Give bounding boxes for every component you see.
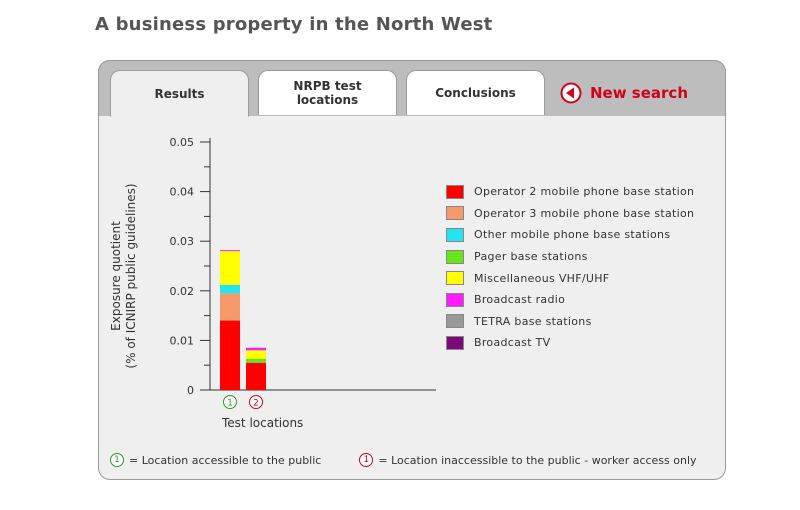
public-location-key: 1 = Location accessible to the public	[110, 453, 321, 467]
bar-segment	[220, 284, 240, 294]
y-tick-label: 0.02	[170, 285, 195, 298]
legend-item: Other mobile phone base stations	[446, 224, 694, 246]
legend-swatch	[446, 249, 464, 264]
legend-swatch	[446, 227, 464, 242]
legend-swatch	[446, 292, 464, 307]
legend-label: Broadcast radio	[474, 293, 566, 307]
y-tick-label: 0.03	[170, 235, 195, 248]
worker-location-marker: 1	[359, 453, 374, 467]
legend-swatch	[446, 184, 464, 199]
legend-label: Other mobile phone base stations	[474, 228, 671, 242]
legend-swatch	[446, 314, 464, 329]
legend-item: Broadcast TV	[446, 332, 694, 354]
new-search-label: New search	[590, 84, 688, 102]
x-tick-label: 2	[253, 399, 259, 409]
bar-segment	[220, 250, 240, 252]
page-title: A business property in the North West	[95, 14, 493, 35]
bar-segment	[246, 350, 266, 359]
bar-segment	[220, 293, 240, 321]
legend-item: Miscellaneous VHF/UHF	[446, 267, 694, 289]
legend-label: Operator 3 mobile phone base station	[474, 206, 695, 220]
tab-results-label: Results	[154, 86, 205, 101]
legend-label: Miscellaneous VHF/UHF	[474, 271, 610, 285]
results-panel	[98, 60, 726, 480]
stacked-bar-chart: 0 0.01 0.02 0.03 0.04 0.05 Exposure quotient(%…	[109, 136, 436, 430]
worker-location-key: 1 = Location inaccessible to the public …	[359, 453, 697, 467]
new-search-button[interactable]: New search	[560, 78, 688, 108]
tab-conclusions[interactable]: Conclusions	[406, 70, 545, 115]
legend-item: TETRA base stations	[446, 311, 694, 333]
legend-label: Broadcast TV	[474, 336, 551, 350]
y-tick-label: 0.04	[170, 186, 195, 199]
left-arrow-circle-icon	[560, 82, 582, 104]
legend-item: Operator 3 mobile phone base station	[446, 203, 694, 225]
bar-segment	[220, 251, 240, 285]
y-tick-label: 0.01	[170, 334, 195, 347]
tab-results[interactable]: Results	[110, 70, 249, 117]
legend-item: Broadcast radio	[446, 289, 694, 311]
worker-location-text: = Location inaccessible to the public - …	[378, 453, 697, 467]
public-location-text: = Location accessible to the public	[129, 453, 322, 467]
legend-swatch	[446, 335, 464, 350]
y-tick-label: 0.05	[170, 136, 195, 149]
bar-segment	[246, 362, 266, 390]
legend-label: Pager base stations	[474, 250, 588, 264]
y-axis-label: Exposure quotient(% of ICNIRP public gui…	[109, 183, 138, 368]
bar-segment	[220, 320, 240, 390]
legend-swatch	[446, 206, 464, 221]
bar-segment	[246, 358, 266, 363]
legend-label: TETRA base stations	[474, 314, 592, 328]
legend-label: Operator 2 mobile phone base station	[474, 185, 695, 199]
x-tick-label: 1	[227, 399, 233, 409]
legend-swatch	[446, 271, 464, 286]
tab-nrpb-label: NRPB test locations	[293, 79, 362, 107]
x-axis-label: Test locations	[221, 416, 303, 430]
legend-item: Pager base stations	[446, 246, 694, 268]
bar-segment	[246, 347, 266, 351]
chart-legend: Operator 2 mobile phone base station Oper…	[446, 181, 694, 354]
location-key: 1 = Location accessible to the public 1 …	[110, 453, 710, 467]
y-tick-label: 0	[187, 384, 194, 397]
category-marker	[249, 395, 263, 409]
tab-conclusions-label: Conclusions	[435, 86, 516, 100]
legend-item: Operator 2 mobile phone base station	[446, 181, 694, 203]
public-location-marker: 1	[110, 453, 124, 467]
category-marker	[223, 395, 237, 409]
tab-nrpb-test-locations[interactable]: NRPB test locations	[258, 70, 397, 115]
